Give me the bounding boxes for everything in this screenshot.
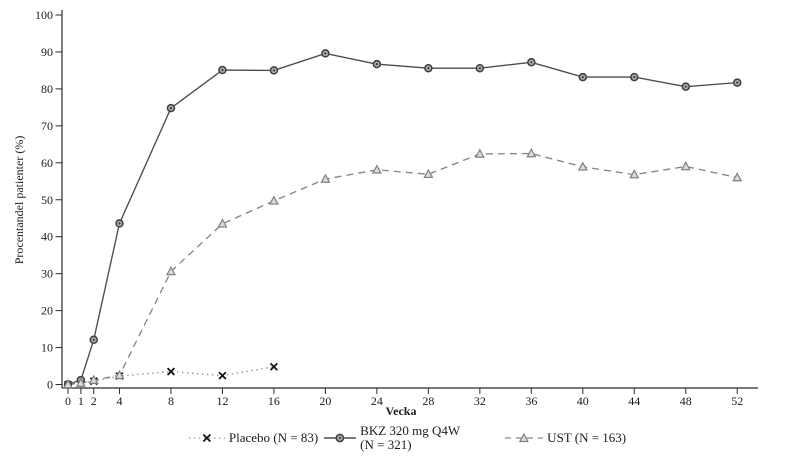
y-tick-label: 30 [41, 267, 53, 281]
x-axis-title: Vecka [386, 404, 417, 418]
y-tick-label: 40 [41, 230, 53, 244]
circle-marker-dot [478, 67, 481, 70]
circle-marker-dot [272, 69, 276, 72]
x-tick-label: 36 [525, 394, 537, 408]
y-tick-label: 90 [41, 45, 53, 59]
triangle-marker [217, 218, 228, 228]
circle-marker-dot [324, 52, 327, 55]
series-lines [67, 52, 738, 386]
y-axis-title: Procentandel patienter (%) [12, 136, 26, 265]
series-markers [62, 49, 743, 389]
triangle-marker [423, 168, 434, 179]
series-line-circle [67, 52, 738, 386]
triangle-marker [732, 172, 743, 182]
x-tick-label: 40 [577, 394, 589, 408]
y-tick-label: 100 [35, 8, 53, 22]
legend-label-bkz: BKZ 320 mg Q4W (N = 321) [360, 423, 461, 452]
y-tick-label: 20 [41, 304, 53, 318]
legend-item-ust: UST (N = 163) [504, 431, 626, 445]
triangle-marker [75, 377, 86, 387]
x-tick-label: 8 [168, 394, 174, 408]
x-marker [269, 362, 278, 371]
triangle-marker [62, 379, 74, 389]
triangle-marker [320, 173, 331, 183]
x-tick-label: 32 [474, 394, 486, 408]
x-tick-label: 16 [268, 394, 280, 408]
x-tick-label: 4 [116, 394, 122, 408]
x-tick-label: 12 [216, 394, 228, 408]
legend-item-placebo: Placebo (N = 83) [188, 431, 318, 445]
bkz-solid-circle-icon [324, 433, 357, 442]
triangle-marker [114, 369, 125, 380]
circle-marker-dot [169, 107, 173, 110]
circle-marker-dot [530, 61, 533, 64]
triangle-marker [577, 161, 588, 171]
legend-label-ust: UST (N = 163) [547, 429, 627, 445]
x-tick-label: 24 [371, 394, 383, 408]
ust-dashed-triangle-icon [505, 432, 544, 442]
x-marker [218, 371, 227, 380]
triangle-marker [474, 148, 485, 158]
triangle-marker [88, 374, 99, 384]
circle-marker-dot [118, 222, 121, 225]
triangle-marker [629, 169, 640, 179]
x-tick-label: 48 [680, 394, 692, 408]
y-tick-label: 60 [41, 156, 53, 170]
series-line-triangle [67, 152, 738, 386]
legend-label-placebo: Placebo (N = 83) [228, 429, 319, 445]
chart-legend: Placebo (N = 83) BKZ 320 mg Q4W (N = 321… [188, 424, 626, 451]
y-tick-label: 0 [47, 378, 53, 392]
x-tick-label: 20 [319, 394, 331, 408]
y-tick-label: 50 [41, 193, 53, 207]
x-tick-label: 44 [628, 394, 640, 408]
legend-item-bkz: BKZ 320 mg Q4W (N = 321) [323, 424, 460, 451]
y-tick-label: 70 [41, 119, 53, 133]
x-tick-label: 0 [65, 394, 71, 408]
triangle-marker [165, 265, 176, 276]
x-tick-label: 1 [78, 394, 84, 408]
x-tick-label: 52 [731, 394, 743, 408]
y-tick-label: 80 [41, 82, 53, 96]
placebo-dotted-x-icon [188, 433, 225, 442]
triangle-marker [371, 164, 382, 174]
x-marker [166, 367, 175, 376]
circle-marker-dot [427, 67, 430, 70]
circle-marker-dot [92, 338, 95, 341]
triangle-marker [526, 148, 537, 158]
series-line-x [67, 366, 275, 386]
x-tick-label: 2 [91, 394, 97, 408]
circle-marker-dot [684, 85, 687, 88]
triangle-marker [268, 195, 279, 205]
circle-marker-dot [736, 81, 739, 84]
x-tick-label: 28 [422, 394, 434, 408]
y-tick-label: 10 [41, 341, 53, 355]
circle-marker-dot [221, 68, 224, 72]
circle-marker-dot [581, 75, 584, 79]
circle-marker-dot [633, 75, 636, 79]
triangle-marker [680, 161, 691, 171]
circle-marker-dot [375, 63, 378, 66]
